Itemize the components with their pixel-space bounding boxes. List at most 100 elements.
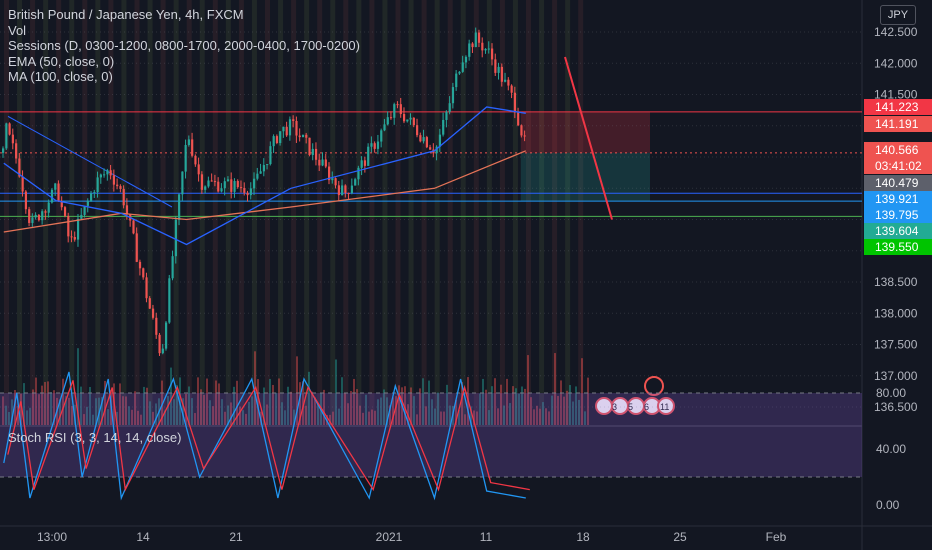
volume-bar xyxy=(488,410,490,425)
volume-bar xyxy=(146,387,148,425)
candle-body xyxy=(8,123,11,135)
volume-bar xyxy=(137,410,139,425)
volume-bar xyxy=(290,391,292,425)
candle-body xyxy=(112,175,116,185)
volume-bar xyxy=(491,386,493,425)
volume-bar xyxy=(554,353,556,425)
price-tick-label: 137.500 xyxy=(874,338,918,352)
volume-bar xyxy=(41,385,43,425)
candles xyxy=(2,27,526,356)
price-badge-label: 139.921 xyxy=(875,192,919,206)
volume-bar xyxy=(32,389,34,425)
volume-bar xyxy=(230,402,232,425)
volume-bar xyxy=(149,401,151,425)
candle-body xyxy=(380,130,383,142)
candle-body xyxy=(455,73,458,88)
volume-bar xyxy=(404,386,406,425)
volume-bar xyxy=(269,378,271,425)
volume-bar xyxy=(317,403,319,425)
volume-bar xyxy=(206,378,208,425)
volume-bar xyxy=(563,396,565,425)
volume-bar xyxy=(581,358,583,425)
candle-body xyxy=(510,85,513,93)
candle-body xyxy=(138,261,142,269)
time-tick-label: Feb xyxy=(766,530,787,544)
candle-body xyxy=(347,193,350,195)
volume-bar xyxy=(92,414,94,425)
volume-bar xyxy=(302,381,304,425)
event-markers: 3 5 6 11 xyxy=(595,376,675,415)
candle-body xyxy=(57,183,60,202)
candle-body xyxy=(187,139,191,145)
price-badge xyxy=(864,223,932,239)
candle-body xyxy=(393,104,396,118)
stoch-tick-label: 0.00 xyxy=(876,498,900,512)
event-marker-label: 6 xyxy=(644,402,649,412)
indicator-sessions[interactable]: Sessions (D, 0300-1200, 0800-1700, 2000-… xyxy=(8,38,360,53)
candle-body xyxy=(239,187,243,189)
candle-body xyxy=(262,165,265,172)
candle-body xyxy=(416,125,419,136)
candle-body xyxy=(122,188,125,206)
candle-body xyxy=(295,121,298,136)
volume-bar xyxy=(143,386,145,425)
session-stripe xyxy=(578,0,584,425)
volume-bar xyxy=(167,396,169,425)
candle-body xyxy=(31,217,34,223)
session-stripe xyxy=(460,0,466,425)
indicator-ema[interactable]: EMA (50, close, 0) xyxy=(8,53,115,69)
price-badge xyxy=(864,158,932,174)
volume-bar xyxy=(446,384,448,425)
volume-bar xyxy=(170,367,172,425)
session-stripe xyxy=(382,0,388,425)
candle-body xyxy=(83,205,86,215)
indicator-vol[interactable]: Vol xyxy=(8,22,27,38)
volume-bar xyxy=(365,394,367,425)
volume-bar xyxy=(515,388,517,425)
session-stripe xyxy=(225,0,231,425)
candle-body xyxy=(376,141,380,149)
volume-bar xyxy=(281,402,283,425)
candle-body xyxy=(44,211,47,213)
volume-bar xyxy=(437,392,439,425)
candle-body xyxy=(438,134,442,147)
candle-body xyxy=(47,202,50,213)
indicator-ma[interactable]: MA (100, close, 0) xyxy=(8,69,113,84)
volume-bar xyxy=(587,377,589,425)
volume-bar xyxy=(263,387,265,425)
stoch-rsi-label[interactable]: Stoch RSI (3, 3, 14, 14, close) xyxy=(8,430,182,445)
price-badge xyxy=(864,175,932,191)
session-stripe xyxy=(108,0,114,425)
volume-bar xyxy=(131,409,133,425)
volume-bar xyxy=(221,399,223,425)
session-stripe xyxy=(421,0,427,425)
candle-body xyxy=(448,103,451,112)
price-tick-label: 137.000 xyxy=(874,369,918,383)
volume-bar xyxy=(512,386,514,425)
candle-body xyxy=(396,104,399,106)
candle-body xyxy=(324,159,327,167)
volume-bar xyxy=(506,378,508,425)
volume-bar xyxy=(155,403,157,425)
candle-body xyxy=(18,158,21,177)
price-badge-label: 140.566 xyxy=(875,143,919,157)
volume-bar xyxy=(287,386,289,425)
candle-body xyxy=(142,268,145,278)
price-badge xyxy=(864,191,932,207)
candle-body xyxy=(269,146,272,165)
volume-bar xyxy=(164,410,166,425)
volume-bar xyxy=(434,408,436,425)
volume-bar xyxy=(161,380,163,425)
candle-body xyxy=(93,192,96,194)
currency-badge[interactable]: JPY xyxy=(880,5,916,25)
volume-bar xyxy=(350,391,352,425)
candle-body xyxy=(24,191,28,210)
symbol-title[interactable]: British Pound / Japanese Yen, 4h, FXCM xyxy=(8,7,244,22)
volume-bar xyxy=(335,359,337,425)
volume-bar xyxy=(245,413,247,425)
candle-body xyxy=(226,179,230,182)
volume-bar xyxy=(314,397,316,425)
volume-bar xyxy=(347,403,349,425)
volume-bar xyxy=(140,414,142,425)
